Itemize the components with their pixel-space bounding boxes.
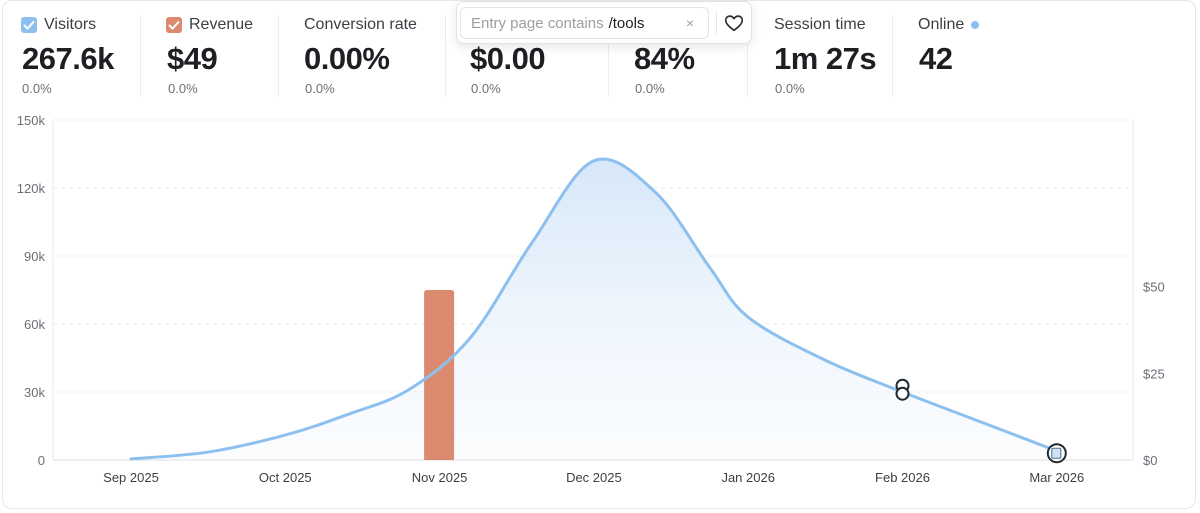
- metric-revenue-label-text: Revenue: [189, 16, 254, 33]
- metric-revenue-label[interactable]: Revenue: [166, 16, 253, 34]
- x-tick-label: Jan 2026: [721, 470, 775, 485]
- marker-ring-icon: [895, 386, 910, 401]
- x-tick-label: Feb 2026: [875, 470, 930, 485]
- document-icon: [1051, 447, 1062, 459]
- metric-visitors-change: 0.0%: [22, 81, 52, 96]
- y2-tick-label: $25: [1143, 366, 1165, 381]
- filter-popover: Entry page contains /tools ×: [456, 1, 752, 44]
- annotation-markers: [895, 378, 1067, 464]
- metric-divider: [445, 15, 446, 97]
- metric-divider: [747, 15, 748, 97]
- metric-revenue-per-visitor[interactable]: $0.00 0.0%: [470, 1, 600, 97]
- metric-online-label: Online: [918, 16, 980, 34]
- y-tick-label: 0: [38, 453, 45, 468]
- checkbox-checked-icon[interactable]: [21, 17, 37, 33]
- metric-visitors-label-text: Visitors: [44, 16, 97, 33]
- popover-divider: [716, 12, 717, 34]
- x-tick-label: Mar 2026: [1029, 470, 1084, 485]
- y-tick-label: 150k: [17, 113, 46, 128]
- metric-session-label: Session time: [774, 16, 866, 33]
- revenue-bars: [424, 290, 455, 460]
- metric-session-change: 0.0%: [775, 81, 805, 96]
- metric-divider: [140, 15, 141, 97]
- x-tick-label: Sep 2025: [103, 470, 159, 485]
- heart-icon[interactable]: [723, 12, 745, 34]
- metric-divider: [892, 15, 893, 97]
- metric-visitors[interactable]: Visitors 267.6k 0.0%: [21, 1, 136, 97]
- filter-value: /tools: [608, 14, 645, 32]
- metric-rpv-value: $0.00: [470, 41, 546, 76]
- y-tick-label: 30k: [24, 385, 45, 400]
- metric-conversion-label: Conversion rate: [304, 16, 417, 33]
- metric-online-value: 42: [919, 41, 953, 76]
- y-tick-label: 60k: [24, 317, 45, 332]
- metric-session-time[interactable]: Session time 1m 27s 0.0%: [774, 1, 889, 97]
- filter-chip[interactable]: Entry page contains /tools ×: [460, 7, 709, 39]
- y-tick-label: 90k: [24, 249, 45, 264]
- metric-bounce-rate[interactable]: 84% 0.0%: [634, 1, 739, 97]
- annotation-marker-icon[interactable]: [1046, 443, 1067, 464]
- metric-revenue[interactable]: Revenue $49 0.0%: [166, 1, 276, 97]
- metric-session-value: 1m 27s: [774, 41, 877, 76]
- y2-tick-label: $50: [1143, 280, 1165, 295]
- x-axis: Sep 2025 Oct 2025 Nov 2025 Dec 2025 Jan 2026…: [103, 470, 1084, 485]
- metric-visitors-value: 267.6k: [22, 41, 114, 76]
- x-tick-label: Nov 2025: [412, 470, 468, 485]
- visitors-line[interactable]: [129, 157, 1059, 461]
- visitors-revenue-chart: 0 30k 60k 90k 120k 150k $0 $25 $50 Sep 2025 Oct …: [17, 113, 1165, 485]
- y-axis-right: $0 $25 $50: [1143, 280, 1165, 468]
- x-tick-label: Oct 2025: [259, 470, 312, 485]
- filter-key: Entry page contains: [471, 14, 604, 32]
- metric-online-label-text: Online: [918, 16, 965, 33]
- metric-divider: [608, 15, 609, 97]
- y-tick-label: 120k: [17, 181, 46, 196]
- metric-online[interactable]: Online 42: [918, 1, 1008, 97]
- metric-conversion[interactable]: Conversion rate 0.00% 0.0%: [304, 1, 439, 97]
- metric-conversion-value: 0.00%: [304, 41, 390, 76]
- metric-divider: [278, 15, 279, 97]
- visitors-area: [131, 159, 1057, 460]
- metric-revenue-value: $49: [167, 41, 218, 76]
- online-dot-icon: [971, 21, 980, 29]
- x-tick-label: Dec 2025: [566, 470, 622, 485]
- metrics-bar: Visitors 267.6k 0.0% Revenue $49 0.0% Co…: [3, 1, 1195, 111]
- metric-bounce-change: 0.0%: [635, 81, 665, 96]
- metric-conversion-change: 0.0%: [305, 81, 335, 96]
- checkbox-checked-icon[interactable]: [166, 17, 182, 33]
- annotation-marker-icon[interactable]: [895, 378, 910, 401]
- metric-visitors-label[interactable]: Visitors: [21, 16, 96, 34]
- revenue-bar[interactable]: [424, 290, 455, 460]
- metric-revenue-change: 0.0%: [168, 81, 198, 96]
- y-axis-left: 0 30k 60k 90k 120k 150k: [17, 113, 46, 468]
- close-icon[interactable]: ×: [685, 15, 694, 31]
- y2-tick-label: $0: [1143, 453, 1157, 468]
- metric-rpv-change: 0.0%: [471, 81, 501, 96]
- metric-bounce-value: 84%: [634, 41, 695, 76]
